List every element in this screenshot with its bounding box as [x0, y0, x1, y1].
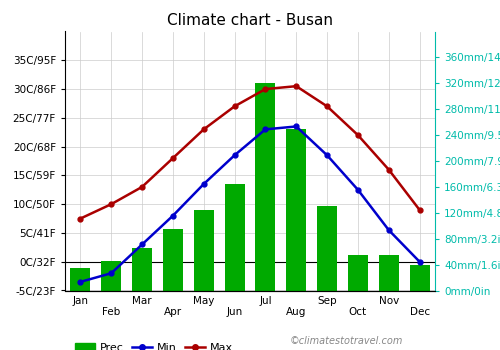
Bar: [70, 268, 90, 290]
Bar: [348, 255, 368, 290]
Text: Mar: Mar: [132, 296, 152, 306]
Bar: [317, 206, 337, 290]
Bar: [132, 248, 152, 290]
Text: ©climatestotravel.com: ©climatestotravel.com: [290, 336, 404, 346]
Bar: [101, 261, 121, 290]
Text: Aug: Aug: [286, 307, 306, 317]
Text: May: May: [193, 296, 214, 306]
Bar: [163, 229, 183, 290]
Text: Nov: Nov: [378, 296, 399, 306]
Text: Sep: Sep: [318, 296, 337, 306]
Text: Jan: Jan: [72, 296, 88, 306]
Text: Apr: Apr: [164, 307, 182, 317]
Text: Jun: Jun: [226, 307, 242, 317]
Text: Feb: Feb: [102, 307, 120, 317]
Bar: [378, 255, 399, 290]
Text: Dec: Dec: [410, 307, 430, 317]
Text: Jul: Jul: [259, 296, 272, 306]
Bar: [410, 265, 430, 290]
Text: Oct: Oct: [349, 307, 367, 317]
Bar: [194, 210, 214, 290]
Bar: [256, 83, 276, 290]
Legend: Prec, Min, Max: Prec, Min, Max: [70, 338, 237, 350]
Title: Climate chart - Busan: Climate chart - Busan: [167, 13, 333, 28]
Bar: [224, 184, 244, 290]
Bar: [286, 128, 306, 290]
